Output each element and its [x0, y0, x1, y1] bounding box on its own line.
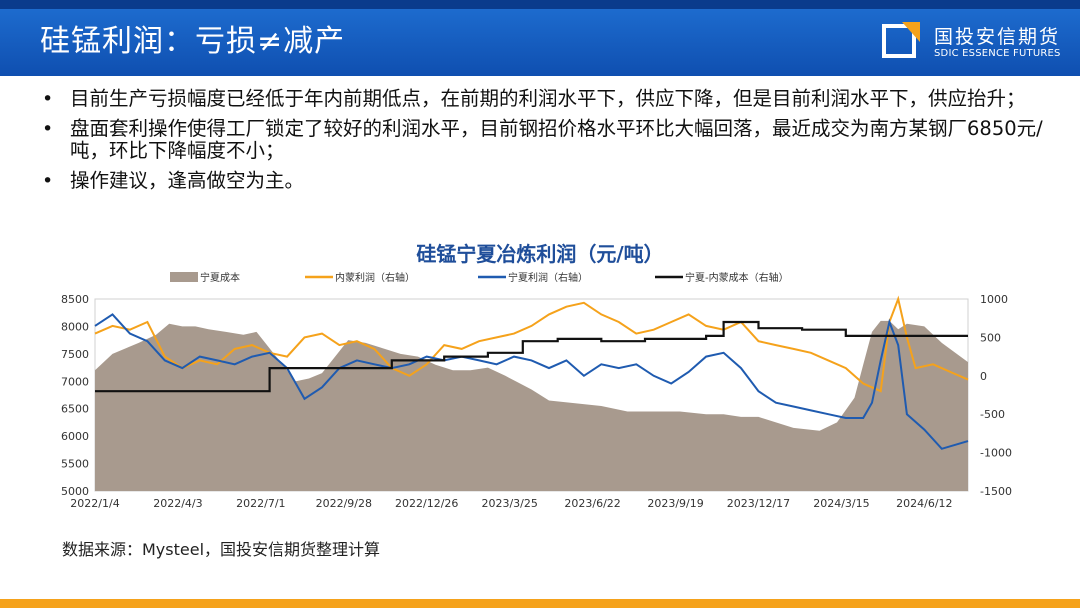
y-left-tick-label: 8000 [61, 320, 89, 333]
logo-en-text: SDIC ESSENCE FUTURES [934, 48, 1061, 59]
y-right-tick-label: 500 [980, 331, 1001, 344]
x-tick-label: 2023/12/17 [727, 497, 790, 510]
logo-cn-text: 国投安信期货 [934, 26, 1061, 48]
legend-label: 宁夏成本 [200, 271, 240, 284]
y-right-tick-label: -1000 [980, 447, 1012, 460]
header-top-line [0, 0, 1080, 9]
company-logo: 国投安信期货 SDIC ESSENCE FUTURES [876, 16, 1072, 68]
legend-label: 宁夏-内蒙成本（右轴） [685, 271, 789, 284]
bullet-item: • 操作建议，逢高做空为主。 [38, 169, 1063, 193]
y-left-tick-label: 5500 [61, 458, 89, 471]
bullet-text: 盘面套利操作使得工厂锁定了较好的利润水平，目前钢招价格水平环比大幅回落，最近成交… [70, 117, 1043, 162]
x-tick-label: 2024/6/12 [896, 497, 952, 510]
legend-swatch [170, 272, 198, 282]
bullet-list: • 目前生产亏损幅度已经低于年内前期低点，在前期的利润水平下，供应下降，但是目前利… [38, 88, 1063, 200]
series-line-2 [94, 313, 969, 450]
x-tick-label: 2022/1/4 [70, 497, 119, 510]
y-left-tick-label: 7000 [61, 375, 89, 388]
y-right-tick-label: 0 [980, 370, 987, 383]
page-title: 硅锰利润：亏损≠减产 [40, 24, 346, 59]
x-tick-label: 2022/7/1 [236, 497, 285, 510]
series-step-line-3 [95, 320, 968, 393]
x-tick-label: 2023/6/22 [564, 497, 620, 510]
legend-label: 宁夏利润（右轴） [508, 271, 588, 284]
y-left-tick-label: 8500 [61, 293, 89, 306]
x-tick-label: 2022/9/28 [316, 497, 372, 510]
x-tick-label: 2023/3/25 [481, 497, 537, 510]
profit-chart: 宁夏成本 内蒙利润（右轴） 宁夏利润（右轴） 宁夏-内蒙成本（右轴） 50005500… [61, 271, 1012, 510]
footer-bar [0, 599, 1080, 608]
y-left-tick-label: 7500 [61, 348, 89, 361]
series-line-1 [94, 295, 969, 393]
bullet-dot-icon: • [42, 118, 54, 140]
y-right-tick-label: 1000 [980, 293, 1008, 306]
x-tick-label: 2024/3/15 [813, 497, 869, 510]
y-left-tick-label: 6500 [61, 403, 89, 416]
y-left-tick-label: 5000 [61, 485, 89, 498]
y-right-tick-label: -1500 [980, 485, 1012, 498]
legend-label: 内蒙利润（右轴） [335, 271, 415, 284]
x-tick-label: 2022/12/26 [395, 497, 458, 510]
y-left-tick-label: 6000 [61, 430, 89, 443]
bullet-dot-icon: • [42, 88, 54, 110]
x-tick-label: 2022/4/3 [153, 497, 202, 510]
bullet-item: • 盘面套利操作使得工厂锁定了较好的利润水平，目前钢招价格水平环比大幅回落，最近成… [38, 118, 1063, 162]
bullet-dot-icon: • [42, 170, 54, 192]
chart-plot-area [94, 295, 969, 491]
x-tick-label: 2023/9/19 [647, 497, 703, 510]
y-right-tick-label: -500 [980, 408, 1005, 421]
chart-tick-labels: 50005500600065007000750080008500-1500-10… [61, 293, 1012, 510]
logo-mark-icon [882, 22, 920, 58]
bullet-text: 目前生产亏损幅度已经低于年内前期低点，在前期的利润水平下，供应下降，但是目前利润… [70, 87, 1026, 110]
header-bar: 硅锰利润：亏损≠减产 国投安信期货 SDIC ESSENCE FUTURES [0, 0, 1080, 76]
chart-title: 硅锰宁夏冶炼利润（元/吨） [416, 242, 664, 266]
series-area-0 [95, 320, 968, 491]
bullet-item: • 目前生产亏损幅度已经低于年内前期低点，在前期的利润水平下，供应下降，但是目前利… [38, 87, 1063, 111]
chart-legend: 宁夏成本 内蒙利润（右轴） 宁夏利润（右轴） 宁夏-内蒙成本（右轴） [170, 271, 789, 284]
bullet-text: 操作建议，逢高做空为主。 [70, 169, 305, 192]
data-source-note: 数据来源：Mysteel，国投安信期货整理计算 [62, 540, 381, 559]
